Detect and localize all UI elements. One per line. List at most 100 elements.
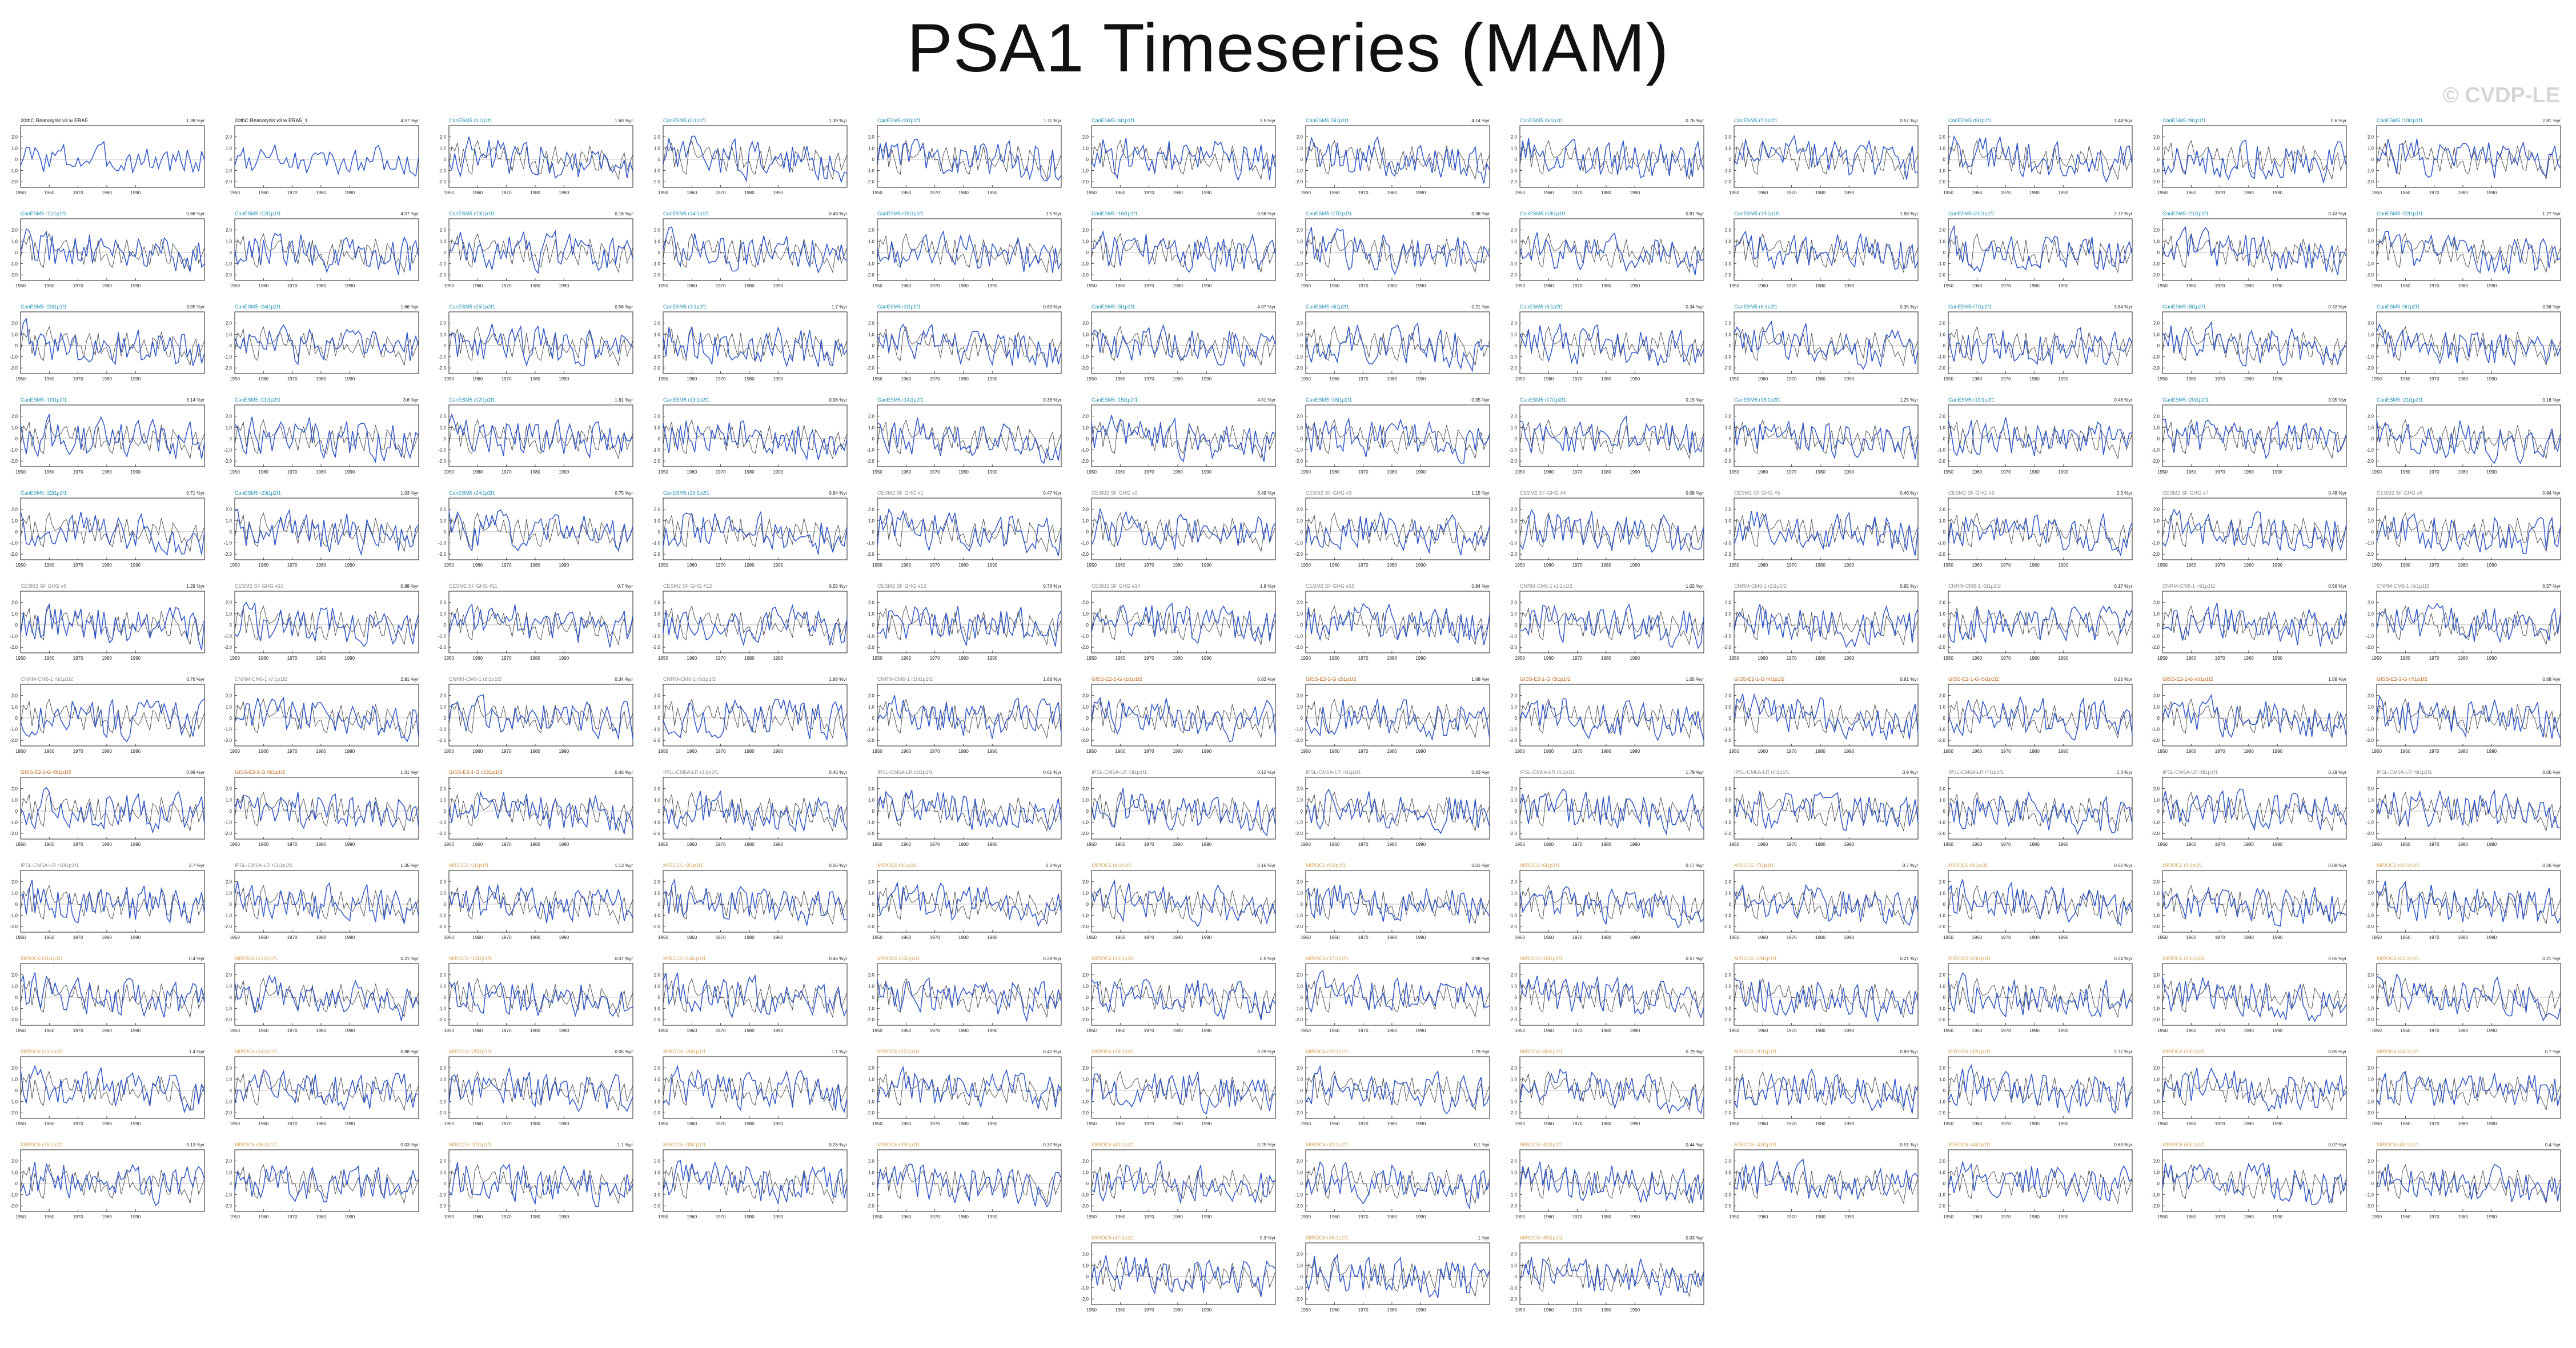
x-tick-label: 1980 [1601, 1121, 1611, 1126]
observed-series-line [877, 139, 1062, 180]
y-tick-label: 2.0 [1939, 1159, 1946, 1164]
x-tick-label: 1990 [773, 842, 783, 847]
x-tick-label: 1950 [658, 935, 668, 940]
y-tick-label: 1.0 [2153, 1077, 2160, 1082]
panel-frame [2376, 777, 2561, 840]
y-tick-label: 0 [2372, 809, 2374, 814]
x-tick-label: 1980 [1387, 376, 1397, 382]
y-tick-label: 2.0 [1725, 973, 1732, 978]
panel-frame [1519, 1149, 1704, 1212]
x-tick-label: 1950 [2157, 1121, 2168, 1126]
x-tick-label: 1970 [2001, 1028, 2011, 1033]
x-tick-label: 1980 [2244, 1121, 2254, 1126]
model-series-line [448, 791, 633, 835]
y-tick-label: 2.0 [654, 321, 661, 326]
panel-variance-label: 1.8 %yr [1260, 584, 1275, 589]
panel-title: CanESM5 r14i1p1f1 [663, 211, 709, 216]
timeseries-panel: CanESM5 r24i1p2f1 0.75 %yr2.01.00-1.0-2.0… [438, 490, 633, 568]
x-tick-label: 1970 [287, 1028, 298, 1033]
panel-title: MIROC6 r48i1p1f1 [1306, 1235, 1349, 1241]
observed-series-line [234, 698, 419, 739]
y-tick-label: -1.0 [1937, 541, 1945, 546]
observed-series-line [234, 1070, 419, 1112]
y-tick-label: 2.0 [11, 507, 18, 512]
panel-title: MIROC6 r24i1p1f1 [235, 1049, 278, 1054]
x-tick-label: 1980 [958, 376, 969, 382]
y-tick-label: 1.0 [1939, 332, 1946, 337]
y-tick-label: -2.0 [1509, 459, 1517, 464]
y-tick-label: -2.0 [652, 552, 660, 557]
y-tick-label: -1.0 [1081, 913, 1089, 918]
y-tick-label: 2.0 [1511, 973, 1518, 978]
observed-series-line [2162, 884, 2347, 925]
observed-series-line [448, 698, 633, 739]
y-tick-label: -2.0 [2366, 924, 2374, 929]
panel-variance-label: 0.85 %yr [2328, 1049, 2346, 1054]
x-tick-label: 1980 [958, 842, 969, 847]
x-tick-label: 1980 [2458, 1121, 2468, 1126]
panel-frame [1091, 311, 1276, 374]
x-tick-label: 1970 [287, 1214, 298, 1219]
x-tick-label: 1960 [687, 749, 697, 754]
y-tick-label: 0 [1515, 1274, 1518, 1279]
y-tick-label: -1.0 [10, 1100, 18, 1105]
observed-series-line [877, 884, 1062, 925]
x-tick-label: 1950 [1301, 470, 1311, 475]
y-tick-label: 0 [658, 250, 661, 255]
x-tick-label: 1990 [1844, 935, 1854, 940]
panel-variance-label: 0.03 %yr [400, 1142, 419, 1148]
x-tick-label: 1950 [1301, 935, 1311, 940]
y-tick-label: 1.0 [654, 1170, 661, 1175]
y-tick-label: -2.0 [1081, 179, 1089, 184]
y-tick-label: -1.0 [1723, 355, 1731, 360]
y-tick-label: 0 [1943, 436, 1946, 442]
observed-series-line [448, 512, 633, 553]
x-tick-label: 1960 [1972, 283, 1982, 288]
panel-variance-label: 3.84 %yr [2114, 304, 2132, 310]
panel-variance-label: 0.71 %yr [186, 491, 204, 496]
y-tick-label: -2.0 [438, 366, 446, 371]
y-tick-label: 1.0 [1511, 890, 1518, 896]
y-tick-label: -1.0 [2366, 820, 2374, 825]
panel-variance-label: 0.1 %yr [1474, 1142, 1490, 1148]
panel-title: MIROC6 r47i1p1f1 [1092, 1235, 1134, 1241]
y-tick-label: 1.0 [654, 1077, 661, 1082]
panel-frame [1305, 777, 1490, 840]
model-series-line [234, 696, 419, 743]
timeseries-panel: MIROC6 r30i1p1f1 0.79 %yr2.01.00-1.0-2.01… [1509, 1049, 1704, 1126]
x-tick-label: 1950 [1515, 1214, 1525, 1219]
y-tick-label: -1.0 [652, 1006, 660, 1012]
x-tick-label: 1990 [2486, 842, 2497, 847]
panel-variance-label: 0.3 %yr [1046, 863, 1061, 868]
x-tick-label: 1980 [2029, 842, 2040, 847]
x-tick-label: 1950 [2157, 563, 2168, 568]
y-tick-label: 1.0 [1297, 425, 1303, 430]
y-tick-label: -1.0 [866, 1006, 874, 1012]
panel-variance-label: 1.1 %yr [832, 1049, 847, 1054]
x-tick-label: 1980 [1601, 1028, 1611, 1033]
y-tick-label: 2.0 [2153, 1159, 2160, 1164]
x-tick-label: 1960 [1329, 1121, 1339, 1126]
panel-title: MIROC6 r17i1p1f1 [1306, 956, 1349, 961]
y-tick-label: 2.0 [868, 973, 875, 978]
x-tick-label: 1990 [1201, 656, 1211, 661]
model-series-line [877, 695, 1062, 739]
x-tick-label: 1970 [2001, 656, 2011, 661]
observed-series-line [1305, 326, 1490, 367]
observed-series-line [1091, 791, 1276, 832]
timeseries-panel: IPSL-CM6A-LR r1i1p1f1 0.46 %yr2.01.00-1.0… [652, 769, 848, 847]
y-tick-label: 2.0 [1511, 414, 1518, 419]
y-tick-label: -2.0 [224, 1203, 232, 1209]
panel-variance-label: 0.48 %yr [829, 211, 847, 216]
y-tick-label: 0 [230, 1088, 232, 1093]
x-tick-label: 1960 [1115, 1307, 1125, 1313]
y-tick-label: 2.0 [2153, 321, 2160, 326]
y-tick-label: -2.0 [1295, 272, 1303, 278]
y-tick-label: 2.0 [654, 973, 661, 978]
panel-title: CESM2 SF GHG #9 [21, 583, 67, 589]
x-tick-label: 1980 [2244, 563, 2254, 568]
x-tick-label: 1960 [1972, 470, 1982, 475]
y-tick-label: 2.0 [440, 600, 447, 605]
y-tick-label: -2.0 [10, 924, 18, 929]
x-tick-label: 1970 [1358, 283, 1369, 288]
